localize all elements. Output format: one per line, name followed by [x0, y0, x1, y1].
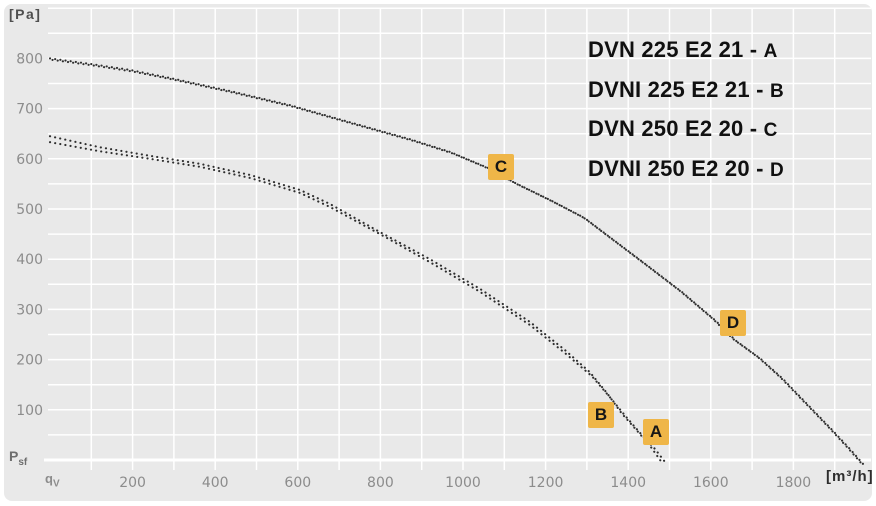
x-tick-label: 600 [284, 475, 311, 491]
legend-code: A [763, 41, 778, 62]
y-tick-label: 400 [16, 252, 43, 268]
x-tick-label: 1000 [445, 475, 481, 491]
legend-model: DVN 250 E2 20 [588, 116, 744, 141]
y-tick-label: 300 [16, 302, 43, 318]
x-tick-label: 800 [367, 475, 394, 491]
x-tick-label: 1800 [776, 475, 812, 491]
legend-item-a: DVN 225 E2 21 - A [588, 31, 784, 71]
x-symbol-main: q [45, 471, 53, 486]
legend-model: DVNI 225 E2 21 [588, 76, 750, 102]
curve-b [48, 135, 662, 463]
legend-separator: - [743, 116, 764, 141]
y-tick-label: 500 [16, 202, 43, 218]
legend-item-d: DVNI 250 E2 20 - D [588, 150, 784, 190]
x-axis-symbol: qV [45, 471, 60, 490]
legend-model: DVN 225 E2 21 [588, 37, 744, 62]
marker-a: A [643, 419, 669, 445]
y-axis-symbol: Psf [9, 448, 27, 468]
legend-separator: - [743, 37, 764, 62]
y-tick-label: 200 [16, 353, 43, 369]
x-symbol-sub: V [52, 478, 60, 490]
legend: DVN 225 E2 21 - A DVNI 225 E2 21 - B DVN… [588, 31, 784, 189]
legend-item-b: DVNI 225 E2 21 - B [588, 71, 784, 111]
y-symbol-sub: sf [18, 456, 28, 468]
y-tick-label: 700 [16, 102, 43, 118]
legend-code: B [769, 80, 784, 102]
chart-background [4, 4, 872, 501]
curve-c [48, 57, 864, 466]
legend-separator: - [749, 76, 770, 102]
curve-d [51, 58, 866, 467]
y-tick-label: 100 [16, 403, 43, 419]
marker-b: B [588, 402, 614, 428]
y-tick-label: 600 [16, 152, 43, 168]
legend-item-c: DVN 250 E2 20 - C [588, 110, 784, 150]
marker-c: C [488, 154, 514, 180]
legend-separator: - [749, 155, 770, 181]
x-tick-label: 1400 [610, 475, 646, 491]
legend-code: D [769, 159, 784, 181]
x-axis-unit-label: [m³/h] [826, 468, 874, 485]
x-tick-label: 1200 [528, 475, 564, 491]
curve-a [48, 141, 667, 465]
marker-d: D [720, 310, 746, 336]
x-tick-label: 400 [202, 475, 229, 491]
x-tick-label: 200 [119, 475, 146, 491]
y-tick-label: 800 [16, 51, 43, 67]
x-tick-label: 1600 [693, 475, 729, 491]
legend-code: C [763, 120, 778, 141]
y-symbol-main: P [9, 448, 19, 464]
legend-model: DVNI 250 E2 20 [588, 155, 750, 181]
y-axis-unit-label: [Pa] [9, 6, 42, 22]
